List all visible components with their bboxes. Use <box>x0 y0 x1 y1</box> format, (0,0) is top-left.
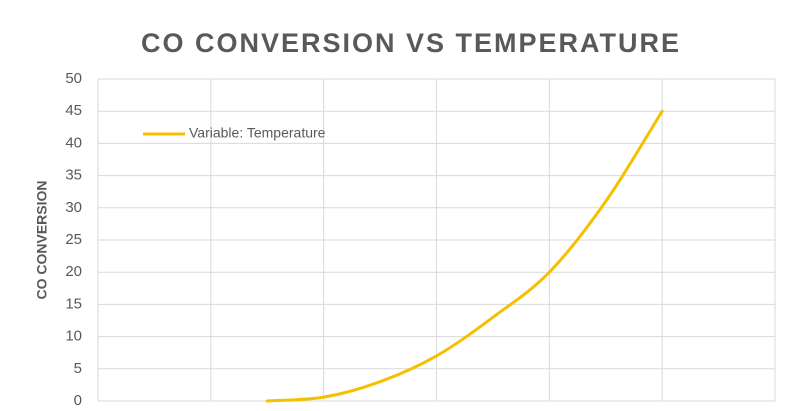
y-tick-label: 40 <box>65 134 82 151</box>
y-tick-label: 0 <box>74 392 82 409</box>
y-tick-label: 35 <box>65 167 82 184</box>
y-tick-label: 10 <box>65 328 82 345</box>
y-tick-label: 20 <box>65 263 82 280</box>
chart-title: CO CONVERSION VS TEMPERATURE <box>141 28 681 58</box>
y-tick-label: 15 <box>65 295 82 312</box>
y-tick-label: 50 <box>65 70 82 87</box>
data-line <box>265 109 664 403</box>
y-tick-label: 30 <box>65 199 82 216</box>
y-axis-label: CO CONVERSION <box>34 180 50 299</box>
y-tick-label: 5 <box>74 360 82 377</box>
legend-label: Variable: Temperature <box>189 125 326 141</box>
y-tick-label: 45 <box>65 102 82 119</box>
y-tick-label: 25 <box>65 231 82 248</box>
